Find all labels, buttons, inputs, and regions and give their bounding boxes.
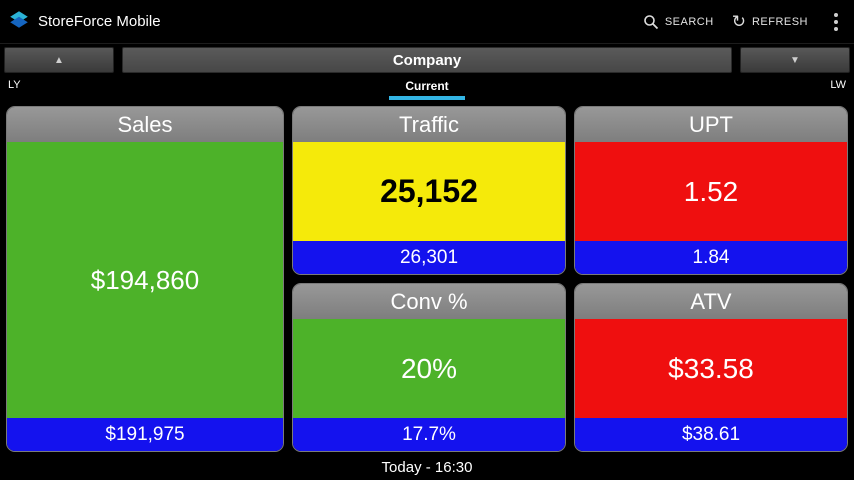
kpi-row-top: Traffic 25,152 26,301 UPT 1.52 1.84	[292, 106, 848, 275]
tile-atv-header: ATV	[575, 284, 847, 319]
tile-traffic-body: 25,152	[293, 142, 565, 241]
tile-conv-header: Conv %	[293, 284, 565, 319]
search-icon	[644, 14, 658, 29]
nav-down-button[interactable]: ▼	[740, 47, 850, 73]
refresh-label: REFRESH	[751, 15, 808, 28]
kpi-right-column: Traffic 25,152 26,301 UPT 1.52 1.84 Con	[292, 106, 848, 452]
overflow-menu-button[interactable]	[826, 9, 846, 35]
status-text: Today - 16:30	[381, 458, 473, 476]
app-title: StoreForce Mobile	[38, 13, 161, 30]
tile-sales-body: $194,860	[7, 142, 283, 418]
tile-upt-header: UPT	[575, 107, 847, 142]
tab-ly[interactable]: LY	[8, 79, 21, 91]
tile-upt-value: 1.52	[683, 175, 739, 207]
entity-selector[interactable]: Company	[122, 47, 732, 73]
refresh-icon: ↻	[731, 11, 746, 31]
tile-atv-body: $33.58	[575, 319, 847, 418]
tab-current[interactable]: Current	[389, 76, 465, 100]
nav-row: ▲ Company ▼	[0, 44, 854, 76]
tile-traffic[interactable]: Traffic 25,152 26,301	[292, 106, 566, 275]
tile-traffic-footer: 26,301	[293, 241, 565, 274]
tile-conv[interactable]: Conv % 20% 17.7%	[292, 283, 566, 452]
search-label: SEARCH	[664, 15, 714, 28]
action-bar-actions: SEARCH ↻ REFRESH	[643, 9, 846, 35]
overflow-dot	[834, 19, 838, 24]
tile-atv[interactable]: ATV $33.58 $38.61	[574, 283, 848, 452]
tile-upt-footer: 1.84	[575, 241, 847, 274]
tile-sales[interactable]: Sales $194,860 $191,975	[6, 106, 284, 452]
kpi-grid: Sales $194,860 $191,975 Traffic 25,152 2…	[0, 102, 854, 454]
tab-current-label: Current	[405, 79, 449, 93]
tab-indicator	[389, 96, 465, 100]
entity-label: Company	[392, 51, 462, 69]
app-logo-icon	[8, 8, 30, 35]
tile-atv-footer: $38.61	[575, 418, 847, 451]
down-arrow-icon: ▼	[790, 54, 800, 66]
tile-conv-footer: 17.7%	[293, 418, 565, 451]
overflow-dot	[834, 12, 838, 17]
nav-up-button[interactable]: ▲	[4, 47, 114, 73]
action-bar-left: StoreForce Mobile	[8, 8, 161, 35]
tile-traffic-value: 25,152	[380, 173, 478, 209]
tile-sales-value: $194,860	[90, 264, 200, 295]
tile-traffic-header: Traffic	[293, 107, 565, 142]
action-bar: StoreForce Mobile SEARCH ↻ REFRESH	[0, 0, 854, 44]
tile-upt[interactable]: UPT 1.52 1.84	[574, 106, 848, 275]
search-button[interactable]: SEARCH	[643, 14, 714, 30]
tile-upt-body: 1.52	[575, 142, 847, 241]
kpi-row-bottom: Conv % 20% 17.7% ATV $33.58 $38.61	[292, 283, 848, 452]
refresh-button[interactable]: ↻ REFRESH	[731, 11, 808, 31]
status-bar: Today - 16:30	[0, 454, 854, 480]
tab-strip: LY Current LW	[0, 76, 854, 102]
tile-conv-value: 20%	[400, 352, 458, 384]
up-arrow-icon: ▲	[54, 54, 64, 66]
tile-sales-header: Sales	[7, 107, 283, 142]
tile-atv-value: $33.58	[668, 352, 754, 384]
tile-sales-footer: $191,975	[7, 418, 283, 451]
tab-lw[interactable]: LW	[830, 79, 846, 91]
tile-conv-body: 20%	[293, 319, 565, 418]
overflow-dot	[834, 26, 838, 31]
